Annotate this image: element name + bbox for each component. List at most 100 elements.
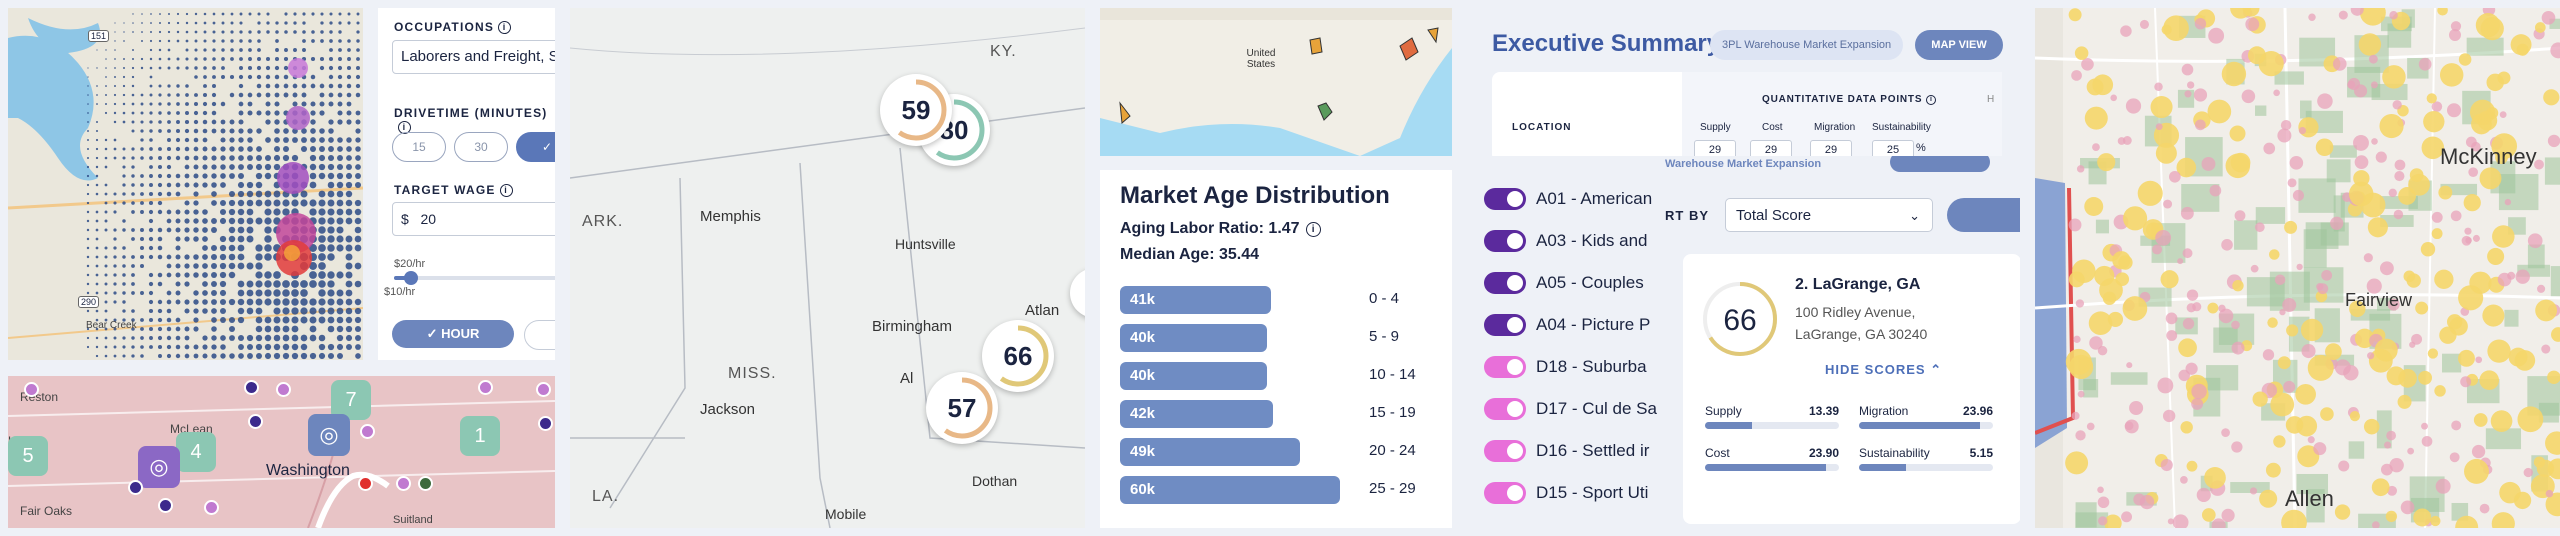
- hide-scores-link[interactable]: HIDE SCORES ⌃: [1825, 362, 1943, 377]
- city-mckinney: McKinney: [2440, 144, 2537, 169]
- currency-symbol: $: [401, 211, 409, 227]
- city-fairview: Fairview: [2345, 290, 2413, 310]
- segment-toggle[interactable]: [1484, 356, 1526, 378]
- age-range-label: 15 - 19: [1369, 404, 1416, 421]
- location-dot[interactable]: [24, 382, 39, 397]
- location-dot[interactable]: [204, 500, 219, 515]
- segment-toggle[interactable]: [1484, 272, 1526, 294]
- col-cost: Cost: [1762, 122, 1783, 133]
- location-dot[interactable]: [244, 380, 259, 395]
- location-dot[interactable]: [358, 476, 373, 491]
- wage-slider[interactable]: [394, 271, 555, 285]
- drivetime-selected-button[interactable]: ✓: [516, 132, 555, 162]
- segment-toggle[interactable]: [1484, 398, 1526, 420]
- us-land: [1100, 8, 1452, 156]
- highway-shield-151: 151: [88, 30, 110, 42]
- cluster-marker[interactable]: 5: [8, 436, 48, 476]
- us-overview-map[interactable]: United States: [1100, 8, 1452, 156]
- city-label: Jackson: [700, 401, 756, 418]
- dc-map-canvas: [8, 400, 555, 528]
- map-view-button[interactable]: MAP VIEW: [1915, 30, 2003, 60]
- info-icon[interactable]: i: [499, 184, 513, 197]
- slider-handle[interactable]: [404, 271, 418, 285]
- location-dot[interactable]: [276, 382, 291, 397]
- age-distribution-card: Market Age Distribution Aging Labor Rati…: [1100, 170, 1452, 528]
- segment-label: A04 - Picture P: [1536, 315, 1651, 334]
- filter-panel: OCCUPATIONS i Laborers and Freight, S DRI…: [378, 8, 555, 360]
- action-button[interactable]: [1947, 198, 2020, 232]
- segment-label: D18 - Suburba: [1536, 357, 1647, 376]
- metric-name: Migration: [1859, 404, 1909, 418]
- location-dot[interactable]: [396, 476, 411, 491]
- location-dot[interactable]: [248, 414, 263, 429]
- metric-name: Supply: [1705, 404, 1742, 418]
- check-icon: ✓: [541, 140, 553, 154]
- city-allen: Allen: [2285, 486, 2334, 511]
- executive-summary-header: Executive Summary 3PL Warehouse Market E…: [1470, 8, 2020, 156]
- location-dot[interactable]: [418, 476, 433, 491]
- location-dot[interactable]: [478, 380, 493, 395]
- target-icon[interactable]: ◎: [308, 414, 350, 456]
- segment-toggle[interactable]: [1484, 230, 1526, 252]
- project-tag: 3PL Warehouse Market Expansion: [1710, 30, 1904, 60]
- info-icon[interactable]: i: [498, 21, 512, 34]
- score-cluster[interactable]: 66: [982, 320, 1054, 392]
- supply-weight-input[interactable]: 29: [1694, 140, 1736, 156]
- wage-input[interactable]: $ 20: [392, 202, 555, 236]
- age-range-label: 0 - 4: [1369, 290, 1400, 307]
- city-label: Mobile: [825, 506, 867, 522]
- metric-bar: [1859, 422, 1993, 429]
- segment-label: D16 - Settled ir: [1536, 441, 1650, 460]
- cost-weight-input[interactable]: 29: [1750, 140, 1792, 156]
- drivetime-30-button[interactable]: 30: [454, 132, 508, 162]
- slider-current-label: $20/hr: [394, 258, 426, 270]
- segment-toggle[interactable]: [1484, 482, 1526, 504]
- sort-select[interactable]: Total Score ⌄: [1725, 198, 1933, 232]
- drivetime-15-button[interactable]: 15: [392, 132, 446, 162]
- hour-button[interactable]: ✓ HOUR: [392, 320, 514, 348]
- cluster-marker[interactable]: 4: [176, 432, 216, 472]
- segment-toggle[interactable]: [1484, 440, 1526, 462]
- info-icon[interactable]: i: [1926, 95, 1937, 105]
- drivetime-heatmap[interactable]: 151 290 Bear Creek: [8, 8, 363, 360]
- total-score: 66: [1723, 304, 1757, 337]
- cluster-marker-partial[interactable]: [1070, 268, 1085, 318]
- segment-toggle[interactable]: [1484, 188, 1526, 210]
- metric-bar: [1859, 464, 1993, 471]
- percent-sign: %: [1916, 142, 1926, 154]
- metric-bar: [1705, 422, 1839, 429]
- score-cluster[interactable]: 59: [880, 74, 952, 146]
- occupations-input[interactable]: Laborers and Freight, S: [392, 40, 555, 74]
- metric-name: Sustainability: [1859, 446, 1930, 460]
- dc-cluster-map[interactable]: Reston McLean Washington Fair Oaks Suitl…: [8, 376, 555, 528]
- location-dot[interactable]: [538, 416, 553, 431]
- score-cluster[interactable]: 57: [926, 372, 998, 444]
- state-label: KY.: [990, 43, 1017, 60]
- location-dot[interactable]: [536, 382, 551, 397]
- location-card[interactable]: 66 2. LaGrange, GA 100 Ridley Avenue, La…: [1683, 254, 2020, 524]
- check-icon: ✓: [426, 326, 442, 341]
- slider-min-label: $10/hr: [384, 286, 416, 298]
- metric-bar: [1705, 464, 1839, 471]
- target-icon[interactable]: ◎: [138, 446, 180, 488]
- segment-label: A01 - American: [1536, 189, 1653, 208]
- period-toggle-button[interactable]: [524, 320, 555, 350]
- age-bar: 49k: [1120, 438, 1300, 466]
- migration-weight-input[interactable]: 29: [1810, 140, 1852, 156]
- location-header: LOCATION: [1512, 122, 1572, 133]
- age-bar: 41k: [1120, 286, 1271, 314]
- location-dot[interactable]: [128, 480, 143, 495]
- cluster-marker[interactable]: 1: [460, 416, 500, 456]
- table-view-button[interactable]: [1890, 156, 1990, 172]
- age-range-label: 5 - 9: [1369, 328, 1400, 345]
- age-bar: 60k: [1120, 476, 1340, 504]
- segment-toggle[interactable]: [1484, 314, 1526, 336]
- col-sustainability: Sustainability: [1872, 122, 1931, 133]
- info-icon[interactable]: i: [1305, 222, 1321, 237]
- sustainability-weight-input[interactable]: 25: [1872, 140, 1914, 156]
- location-dot[interactable]: [158, 498, 173, 513]
- location-dot[interactable]: [360, 424, 375, 439]
- mckinney-heat-map[interactable]: McKinney Fairview Allen: [2035, 8, 2560, 528]
- southeast-cluster-map[interactable]: KY. ARK. Memphis Huntsville Birmingham M…: [570, 8, 1085, 528]
- cluster-marker[interactable]: 7: [331, 380, 371, 420]
